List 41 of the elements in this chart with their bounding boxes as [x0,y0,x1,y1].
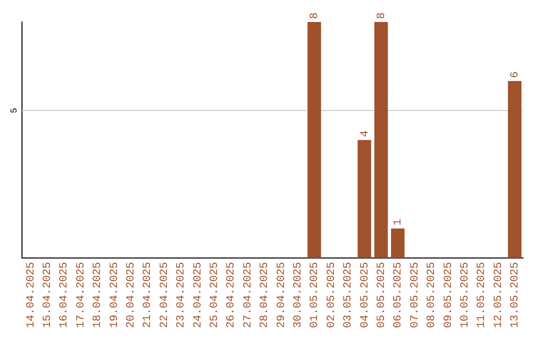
x-tick-label: 13.05.2025 [510,262,522,328]
data-label: 8 [309,12,322,19]
x-tick-label: 21.04.2025 [142,262,154,328]
x-tick-label: 22.04.2025 [158,262,171,328]
x-tick-label: 28.04.2025 [259,262,272,328]
x-tick-label: 17.04.2025 [75,262,88,328]
x-tick-label: 23.04.2025 [176,262,188,328]
x-tick-label: 02.05.2025 [326,262,338,328]
x-tick-label: 08.05.2025 [426,262,438,328]
x-tick-label: 09.05.2025 [442,262,455,328]
x-tick-label: 25.04.2025 [208,262,221,328]
x-tick-label: 24.04.2025 [192,262,204,328]
x-tick-label: 07.05.2025 [409,262,422,328]
x-tick-label: 26.04.2025 [226,262,238,328]
x-tick-label: 10.05.2025 [460,262,472,328]
x-tick-label: 29.04.2025 [276,262,288,328]
x-tick-label: 01.05.2025 [309,262,322,328]
x-tick-label: 19.04.2025 [108,262,121,328]
x-tick-label: 27.04.2025 [242,262,254,328]
x-tick-label: 15.04.2025 [42,262,54,328]
bar [308,22,322,258]
x-tick-label: 11.05.2025 [476,262,488,328]
bar [508,81,522,258]
ref-line-label: 5 [9,108,20,114]
x-tick-label: 12.05.2025 [492,262,505,328]
data-label: 6 [510,71,522,78]
x-tick-label: 16.04.2025 [58,262,71,328]
bar [391,228,405,258]
x-tick-label: 04.05.2025 [359,262,372,328]
x-tick-label: 03.05.2025 [342,262,355,328]
x-tick-label: 14.04.2025 [25,262,38,328]
x-tick-label: 06.05.2025 [392,262,405,328]
data-label: 1 [392,218,405,226]
x-tick-label: 05.05.2025 [376,262,388,328]
bar [374,22,388,258]
data-label: 4 [359,130,372,137]
data-label: 8 [376,12,388,19]
x-tick-label: 18.04.2025 [92,262,104,328]
bar [358,140,372,258]
x-tick-label: 20.04.2025 [125,262,138,328]
x-tick-label: 30.04.2025 [292,262,304,328]
